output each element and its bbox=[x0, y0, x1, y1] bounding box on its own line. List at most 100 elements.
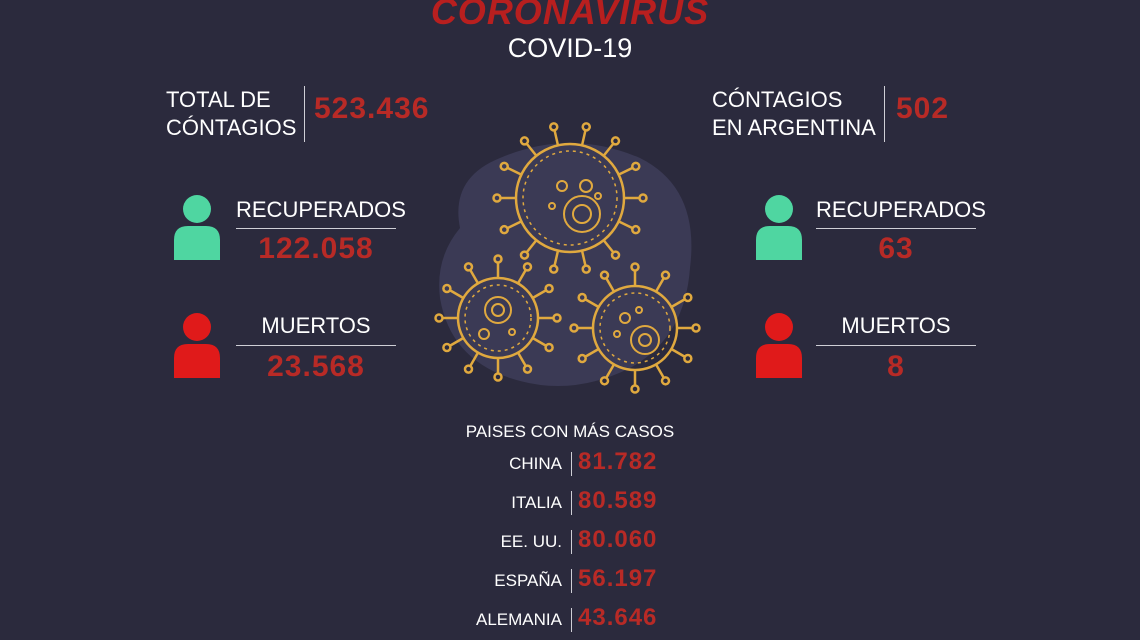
global-recovered-label: RECUPERADOS bbox=[236, 197, 406, 222]
virus-spike bbox=[516, 352, 528, 368]
divider bbox=[571, 569, 572, 593]
virus-spike bbox=[468, 352, 480, 368]
argentina-recovered-label: RECUPERADOS bbox=[816, 197, 986, 222]
argentina-total-value: 502 bbox=[896, 92, 950, 125]
global-total-label-line2: CÓNTAGIOS bbox=[166, 115, 297, 140]
virus-spike-tip bbox=[493, 372, 503, 382]
virus-spike-tip bbox=[463, 364, 474, 374]
person-icon bbox=[174, 195, 220, 260]
virus-spike-tip bbox=[581, 264, 591, 274]
argentina-total-label-line1: CÓNTAGIOS bbox=[712, 87, 843, 112]
virus-spike-tip bbox=[493, 254, 503, 264]
virus-spike-tip bbox=[519, 250, 530, 260]
virus-spike-tip bbox=[599, 270, 610, 280]
virus-organelle bbox=[478, 328, 490, 340]
page-title: CORONAVIRUS bbox=[430, 0, 710, 32]
global-total-label-line1: TOTAL DE bbox=[166, 87, 271, 112]
countries-heading: PAISES CON MÁS CASOS bbox=[465, 422, 675, 441]
virus-spike bbox=[448, 288, 464, 300]
virus-spike-tip bbox=[552, 313, 562, 323]
virus-spike bbox=[448, 336, 464, 348]
virus-organelle bbox=[508, 328, 516, 336]
virus-spike-tip bbox=[691, 323, 701, 333]
country-value: 80.589 bbox=[578, 487, 658, 514]
virus-spike bbox=[618, 166, 634, 176]
country-value: 43.646 bbox=[578, 604, 658, 631]
virus-spike bbox=[604, 363, 616, 379]
virus-organelle bbox=[572, 204, 592, 224]
virus-spike bbox=[580, 129, 587, 146]
virus-spike bbox=[654, 277, 666, 293]
country-name: ITALIA bbox=[511, 493, 562, 512]
virus-spike-tip bbox=[660, 270, 671, 280]
global-deaths-value: 23.568 bbox=[267, 350, 365, 383]
divider bbox=[304, 86, 305, 142]
virus-spike bbox=[602, 142, 615, 157]
divider bbox=[884, 86, 885, 142]
person-icon bbox=[756, 313, 802, 378]
virus-icon bbox=[434, 122, 701, 394]
divider bbox=[816, 228, 976, 229]
argentina-deaths-label: MUERTOS bbox=[841, 313, 951, 338]
argentina-total-label-line2: EN ARGENTINA bbox=[712, 115, 876, 140]
virus-spike-tip bbox=[499, 161, 509, 172]
divider bbox=[571, 608, 572, 632]
virus-organelle bbox=[630, 325, 660, 355]
virus-spike-tip bbox=[463, 262, 474, 272]
virus-spike-tip bbox=[549, 122, 559, 132]
country-name: ALEMANIA bbox=[476, 610, 562, 629]
virus-spike bbox=[468, 268, 480, 284]
page-subtitle: COVID-19 bbox=[507, 33, 633, 63]
virus-spike bbox=[654, 363, 666, 379]
virus-spike-tip bbox=[581, 122, 591, 132]
virus-organelle bbox=[484, 296, 512, 324]
virus-organelle bbox=[556, 180, 568, 192]
virus-organelle bbox=[619, 312, 631, 324]
divider bbox=[236, 228, 396, 229]
virus-spike-tip bbox=[544, 283, 554, 294]
virus-spike-tip bbox=[630, 384, 640, 394]
virus-spike-tip bbox=[660, 376, 671, 386]
virus-organelle bbox=[635, 306, 643, 314]
virus-spike-tip bbox=[544, 342, 554, 353]
country-name: ESPAÑA bbox=[494, 571, 562, 590]
virus-organelle bbox=[579, 179, 593, 193]
virus-spike bbox=[553, 129, 560, 146]
divider bbox=[236, 345, 396, 346]
virus-spike bbox=[618, 220, 634, 230]
virus-spike-tip bbox=[577, 353, 587, 364]
virus-spike bbox=[584, 297, 600, 309]
country-value: 80.060 bbox=[578, 526, 658, 553]
argentina-recovered-value: 63 bbox=[878, 232, 914, 265]
divider bbox=[816, 345, 976, 346]
virus-spike-tip bbox=[434, 313, 444, 323]
virus-spike-tip bbox=[492, 193, 502, 203]
virus-spike-tip bbox=[610, 250, 621, 260]
virus-spike-tip bbox=[499, 224, 509, 235]
person-icon bbox=[174, 313, 220, 378]
virus-background-blob bbox=[439, 143, 692, 386]
virus-spike-tip bbox=[522, 262, 533, 272]
virus-spike-tip bbox=[442, 283, 452, 294]
virus-spike bbox=[532, 288, 548, 300]
argentina-total-label: CÓNTAGIOS EN ARGENTINA bbox=[712, 86, 876, 142]
virus-organelle bbox=[594, 192, 602, 200]
virus-spike-tip bbox=[683, 353, 693, 364]
virus-spike-tip bbox=[631, 161, 641, 172]
argentina-deaths-value: 8 bbox=[887, 350, 905, 383]
virus-spike bbox=[602, 239, 615, 254]
virus-spike bbox=[506, 166, 522, 176]
virus-organelle bbox=[613, 330, 621, 338]
virus-membrane bbox=[599, 292, 671, 364]
virus-spike bbox=[584, 347, 600, 359]
virus-organelle bbox=[548, 202, 556, 210]
virus-spike bbox=[670, 347, 686, 359]
virus-spike bbox=[553, 250, 560, 267]
virus-spike-tip bbox=[610, 136, 621, 146]
global-deaths-label: MUERTOS bbox=[261, 313, 371, 338]
person-icon bbox=[756, 195, 802, 260]
country-name: CHINA bbox=[509, 454, 562, 473]
country-value: 81.782 bbox=[578, 448, 658, 475]
virus-spike bbox=[506, 220, 522, 230]
virus-spike bbox=[580, 250, 587, 267]
